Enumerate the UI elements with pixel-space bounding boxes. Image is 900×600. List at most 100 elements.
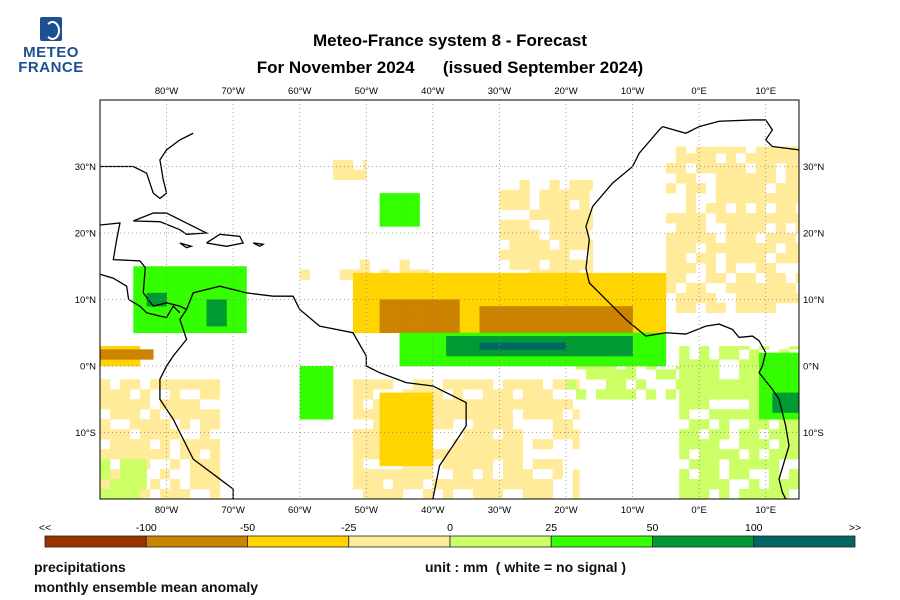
anomaly-region-0	[665, 146, 800, 314]
anomaly-cell	[539, 209, 550, 220]
anomaly-cell	[749, 349, 760, 360]
anomaly-cell	[119, 399, 131, 410]
anomaly-cell	[602, 292, 613, 304]
anomaly-cell	[665, 389, 677, 400]
anomaly-cell	[119, 479, 131, 490]
anomaly-cell	[193, 292, 204, 304]
anomaly-cell	[755, 223, 767, 234]
anomaly-region-5	[333, 159, 367, 181]
anomaly-cell	[652, 322, 663, 334]
anomaly-cell	[585, 336, 597, 347]
anomaly-cell	[659, 356, 667, 367]
anomaly-cell	[566, 379, 577, 390]
anomaly-cell	[539, 342, 550, 350]
anomaly-cell	[452, 292, 464, 304]
anomaly-cell	[163, 312, 174, 324]
anomaly-cell	[482, 272, 494, 284]
anomaly-cell	[499, 189, 510, 201]
anomaly-cell	[362, 302, 374, 314]
anomaly-cell	[759, 419, 770, 430]
anomaly-cell	[735, 146, 747, 154]
anomaly-cell	[432, 409, 444, 420]
anomaly-cell	[642, 292, 653, 304]
anomaly-cell	[579, 306, 590, 314]
anomaly-cell	[755, 292, 767, 304]
anomaly-cell	[765, 193, 776, 204]
anomaly-cell	[153, 312, 164, 324]
anomaly-cell	[769, 409, 780, 420]
anomaly-cell	[569, 219, 580, 230]
anomaly-cell	[392, 489, 404, 500]
anomaly-cell	[399, 445, 410, 457]
lon-tick-label-top: 30°W	[488, 86, 511, 97]
anomaly-cell	[719, 449, 730, 460]
anomaly-cell	[143, 282, 154, 294]
anomaly-cell	[399, 356, 410, 367]
anomaly-cell	[213, 272, 224, 284]
anomaly-cell	[699, 459, 710, 470]
anomaly-cell	[439, 299, 450, 304]
anomaly-cell	[432, 449, 444, 460]
anomaly-cell	[419, 445, 430, 457]
anomaly-cell	[622, 282, 633, 294]
anomaly-cell	[592, 272, 603, 284]
anomaly-cell	[209, 419, 221, 430]
anomaly-cell	[552, 429, 563, 440]
anomaly-cell	[499, 249, 510, 260]
anomaly-cell	[789, 449, 800, 460]
anomaly-cell	[419, 299, 430, 304]
anomaly-cell	[685, 153, 697, 164]
anomaly-cell	[642, 272, 653, 284]
anomaly-cell	[542, 399, 553, 410]
anomaly-cell	[549, 209, 560, 220]
anomaly-cell	[139, 349, 151, 360]
anomaly-cell	[695, 223, 707, 234]
anomaly-cell	[486, 336, 497, 347]
anomaly-cell	[719, 409, 730, 420]
anomaly-cell	[775, 272, 786, 284]
legend-swatch-3	[348, 535, 451, 548]
anomaly-cell	[309, 399, 320, 410]
anomaly-cell	[559, 199, 570, 211]
anomaly-cell	[725, 252, 737, 264]
anomaly-cell	[765, 173, 776, 184]
anomaly-region-3	[499, 179, 593, 300]
lon-tick-label-top: 80°W	[155, 86, 178, 97]
anomaly-cell	[549, 249, 560, 260]
legend-swatch-4	[449, 535, 552, 548]
anomaly-region-14	[100, 349, 154, 360]
anomaly-cell	[789, 379, 800, 390]
lon-tick-label-top: 10°W	[621, 86, 644, 97]
anomaly-cell	[419, 322, 430, 334]
anomaly-region-21	[146, 292, 167, 307]
anomaly-cell	[579, 199, 590, 211]
anomaly-cell	[779, 419, 790, 430]
anomaly-cell	[133, 312, 144, 324]
anomaly-cell	[309, 366, 320, 370]
anomaly-cell	[775, 292, 786, 304]
anomaly-cell	[665, 163, 677, 174]
anomaly-cell	[352, 272, 364, 284]
anomaly-cell	[419, 392, 430, 397]
legend-label-3: -25	[341, 522, 356, 534]
anomaly-cell	[512, 399, 524, 410]
anomaly-region-12	[379, 299, 460, 334]
lon-tick-label-top: 60°W	[288, 86, 311, 97]
anomaly-cell	[179, 409, 191, 420]
anomaly-cell	[149, 419, 161, 430]
anomaly-cell	[709, 439, 720, 450]
anomaly-cell	[795, 153, 800, 164]
anomaly-cell	[362, 159, 367, 171]
anomaly-cell	[379, 302, 390, 314]
anomaly-cell	[622, 292, 633, 304]
anomaly-cell	[709, 449, 720, 460]
anomaly-cell	[100, 469, 111, 480]
anomaly-cell	[362, 409, 374, 420]
anomaly-cell	[462, 459, 474, 470]
anomaly-cell	[409, 216, 420, 227]
anomaly-cell	[109, 439, 121, 450]
anomaly-cell	[749, 369, 760, 380]
anomaly-cell	[642, 282, 653, 294]
anomaly-cell	[492, 272, 504, 284]
anomaly-cell	[109, 479, 121, 490]
